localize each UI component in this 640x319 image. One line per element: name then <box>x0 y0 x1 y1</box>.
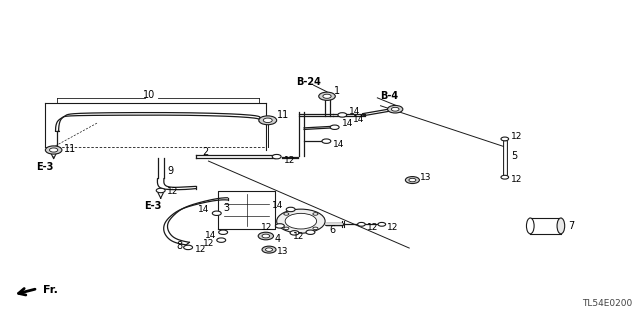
Text: Fr.: Fr. <box>43 285 58 295</box>
Text: E-3: E-3 <box>144 201 161 211</box>
Text: 3: 3 <box>223 203 229 212</box>
Text: TL54E0200: TL54E0200 <box>582 299 632 308</box>
Text: 10: 10 <box>143 90 156 100</box>
Text: E-3: E-3 <box>36 162 53 172</box>
Circle shape <box>45 146 62 154</box>
Circle shape <box>388 105 403 113</box>
Text: 12: 12 <box>367 223 378 232</box>
Circle shape <box>219 230 228 234</box>
Text: 9: 9 <box>167 166 173 176</box>
Text: 12: 12 <box>293 232 305 241</box>
Circle shape <box>272 154 281 159</box>
Text: 12: 12 <box>195 245 206 254</box>
Circle shape <box>284 227 289 230</box>
Text: 2: 2 <box>202 147 209 157</box>
Text: 13: 13 <box>276 247 288 256</box>
Circle shape <box>184 245 193 250</box>
Text: 12: 12 <box>387 223 398 232</box>
Circle shape <box>358 222 365 226</box>
Text: 5: 5 <box>511 151 517 161</box>
Text: B-4: B-4 <box>380 91 398 100</box>
Text: 14: 14 <box>198 205 210 214</box>
Circle shape <box>276 209 325 233</box>
Circle shape <box>285 213 317 229</box>
Circle shape <box>313 213 318 215</box>
Circle shape <box>323 94 331 98</box>
Circle shape <box>217 238 226 242</box>
Circle shape <box>501 137 509 141</box>
Text: 14: 14 <box>349 107 361 115</box>
Circle shape <box>156 188 165 193</box>
Text: 12: 12 <box>203 240 214 249</box>
Circle shape <box>49 148 58 152</box>
Circle shape <box>263 118 272 122</box>
Text: 6: 6 <box>330 225 336 235</box>
Ellipse shape <box>527 218 534 234</box>
Text: 14: 14 <box>333 140 344 149</box>
Circle shape <box>258 232 273 240</box>
Circle shape <box>266 248 273 251</box>
Text: 11: 11 <box>64 144 76 154</box>
Circle shape <box>262 246 276 253</box>
Text: 12: 12 <box>167 187 179 196</box>
Circle shape <box>405 177 419 183</box>
Text: 1: 1 <box>334 85 340 96</box>
Circle shape <box>313 227 318 230</box>
Circle shape <box>290 231 299 235</box>
Circle shape <box>306 230 315 234</box>
Circle shape <box>409 178 416 182</box>
Circle shape <box>275 224 284 228</box>
Text: 12: 12 <box>284 156 295 165</box>
Circle shape <box>259 116 276 125</box>
Ellipse shape <box>557 218 564 234</box>
Circle shape <box>319 92 335 100</box>
Circle shape <box>286 207 295 212</box>
Circle shape <box>284 213 289 215</box>
Text: 13: 13 <box>420 173 431 182</box>
Text: 12: 12 <box>511 132 522 141</box>
Text: 12: 12 <box>511 175 522 184</box>
Text: 4: 4 <box>274 234 280 243</box>
Text: 14: 14 <box>353 115 365 123</box>
Circle shape <box>392 107 399 111</box>
Text: 14: 14 <box>205 231 216 240</box>
Text: 8: 8 <box>177 241 183 251</box>
Text: 12: 12 <box>261 223 272 232</box>
Circle shape <box>378 222 386 226</box>
Circle shape <box>212 211 221 215</box>
Circle shape <box>262 234 269 238</box>
Text: 11: 11 <box>276 110 289 120</box>
Circle shape <box>501 175 509 179</box>
Text: B-24: B-24 <box>296 77 321 87</box>
Circle shape <box>330 125 339 130</box>
Circle shape <box>338 113 347 117</box>
Text: 14: 14 <box>272 202 284 211</box>
Text: 14: 14 <box>342 119 353 128</box>
Circle shape <box>322 139 331 143</box>
Text: 7: 7 <box>568 221 575 231</box>
